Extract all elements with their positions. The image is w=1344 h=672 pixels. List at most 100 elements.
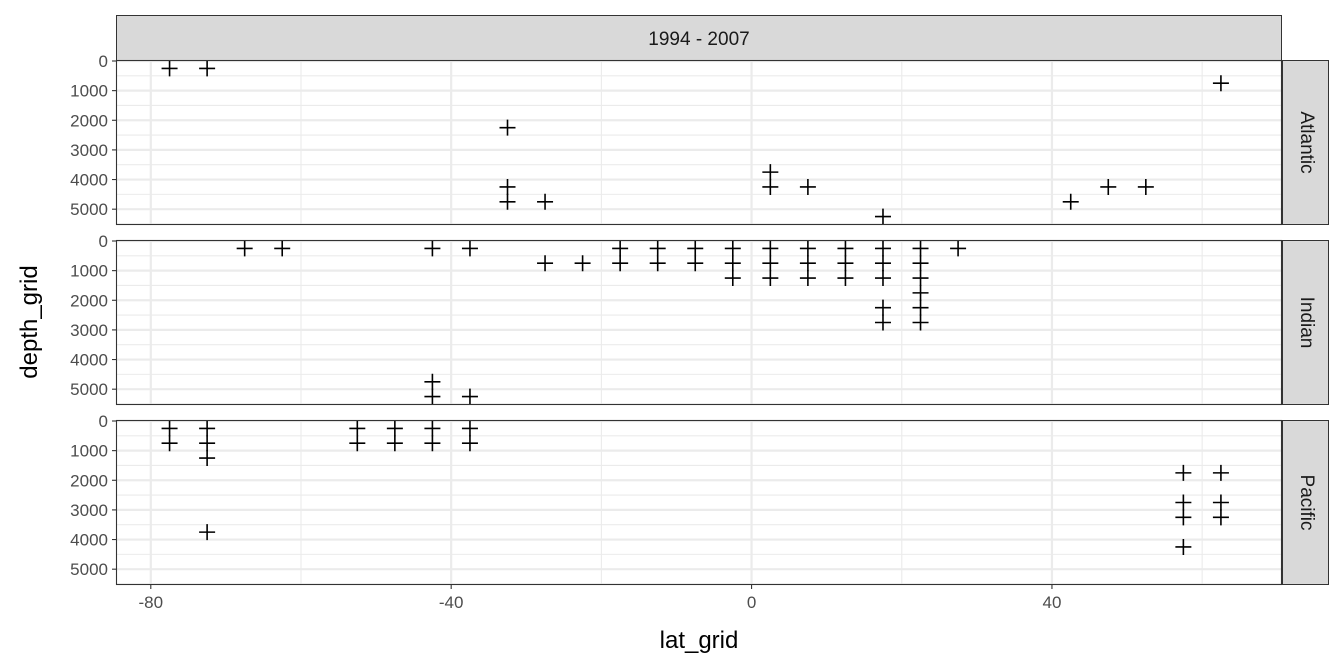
data-point	[386, 435, 403, 452]
data-point	[687, 240, 704, 257]
data-point	[687, 255, 704, 272]
panel-indian: 0 1000 2000 3000 4000 5000 Indian	[70, 232, 1329, 406]
data-point	[424, 435, 441, 452]
data-point	[1175, 538, 1192, 555]
data-point	[424, 373, 441, 390]
data-point	[461, 420, 478, 437]
data-point	[912, 240, 929, 257]
data-point	[762, 270, 779, 287]
panel-background	[117, 61, 1281, 224]
y-tick-label: 1000	[70, 82, 108, 101]
data-point	[874, 255, 891, 272]
data-point	[424, 388, 441, 405]
data-point	[574, 255, 591, 272]
data-point	[1175, 494, 1192, 511]
y-tick-label: 0	[99, 412, 108, 431]
row-strip	[1282, 240, 1329, 405]
data-point	[199, 420, 216, 437]
y-tick-label: 4000	[70, 171, 108, 190]
data-point	[762, 255, 779, 272]
data-point	[874, 240, 891, 257]
panel-atlantic: 0 1000 2000 3000 4000 5000 Atlantic	[70, 52, 1329, 226]
y-axis-title: depth_grid	[16, 265, 43, 378]
y-tick-label: 2000	[70, 111, 108, 130]
y-tick-label: 5000	[70, 380, 108, 399]
y-tick-label: 5000	[70, 200, 108, 219]
panel-pacific: 0 1000 2000 3000 4000 5000 Pacific	[70, 412, 1329, 586]
data-point	[837, 255, 854, 272]
column-strip-label: 1994 - 2007	[648, 29, 749, 50]
data-point	[161, 420, 178, 437]
data-point	[912, 299, 929, 316]
data-point	[161, 435, 178, 452]
data-point	[1100, 178, 1117, 195]
data-point	[1212, 464, 1229, 481]
x-tick-label: -80	[139, 593, 164, 612]
row-strip-label: Indian	[1296, 297, 1317, 349]
data-point	[499, 193, 516, 210]
data-point	[724, 240, 741, 257]
y-tick-label: 0	[99, 232, 108, 251]
x-axis: -80 -40 0 40	[139, 584, 1061, 612]
y-tick-label: 2000	[70, 291, 108, 310]
data-point	[199, 435, 216, 452]
y-tick-label: 4000	[70, 351, 108, 370]
data-point	[874, 208, 891, 225]
data-point	[874, 270, 891, 287]
data-point	[799, 270, 816, 287]
data-point	[499, 178, 516, 195]
x-tick-label: -40	[439, 593, 464, 612]
data-point	[349, 435, 366, 452]
data-point	[349, 420, 366, 437]
x-tick-label: 40	[1042, 593, 1061, 612]
panel-background	[117, 421, 1281, 584]
y-tick-label: 3000	[70, 141, 108, 160]
data-point	[724, 255, 741, 272]
x-axis-title: lat_grid	[660, 627, 739, 654]
row-strip-label: Pacific	[1296, 475, 1317, 531]
data-point	[724, 270, 741, 287]
data-point	[1062, 193, 1079, 210]
y-tick-label: 5000	[70, 560, 108, 579]
data-point	[1212, 494, 1229, 511]
data-point	[461, 240, 478, 257]
data-point	[386, 420, 403, 437]
data-point	[1212, 75, 1229, 92]
row-strip-label: Atlantic	[1296, 111, 1317, 173]
data-point	[424, 240, 441, 257]
data-point	[912, 270, 929, 287]
data-point	[912, 255, 929, 272]
panel-border	[115, 239, 1283, 406]
data-point	[499, 119, 516, 136]
row-strip	[1282, 420, 1329, 585]
column-strip	[116, 15, 1282, 61]
panel-border	[115, 59, 1283, 226]
y-tick-label: 3000	[70, 321, 108, 340]
data-point	[199, 450, 216, 467]
data-point	[199, 60, 216, 77]
y-tick-label: 0	[99, 52, 108, 71]
data-point	[837, 240, 854, 257]
data-point	[912, 314, 929, 331]
data-point	[1175, 509, 1192, 526]
y-tick-label: 4000	[70, 531, 108, 550]
data-point	[799, 255, 816, 272]
data-point	[274, 240, 291, 257]
data-point	[612, 240, 629, 257]
data-point	[762, 240, 779, 257]
y-tick-label: 3000	[70, 501, 108, 520]
data-point	[799, 178, 816, 195]
data-point	[762, 164, 779, 181]
panels-layer: 0 1000 2000 3000 4000 5000 Atlantic 0 1000 2000 30…	[70, 52, 1329, 586]
data-point	[424, 420, 441, 437]
data-point	[649, 240, 666, 257]
data-point	[874, 299, 891, 316]
data-point	[912, 284, 929, 301]
data-point	[837, 270, 854, 287]
data-point	[1175, 464, 1192, 481]
y-tick-label: 2000	[70, 471, 108, 490]
panel-background	[117, 241, 1281, 404]
points-indian	[236, 240, 967, 405]
data-point	[199, 524, 216, 541]
data-point	[950, 240, 967, 257]
